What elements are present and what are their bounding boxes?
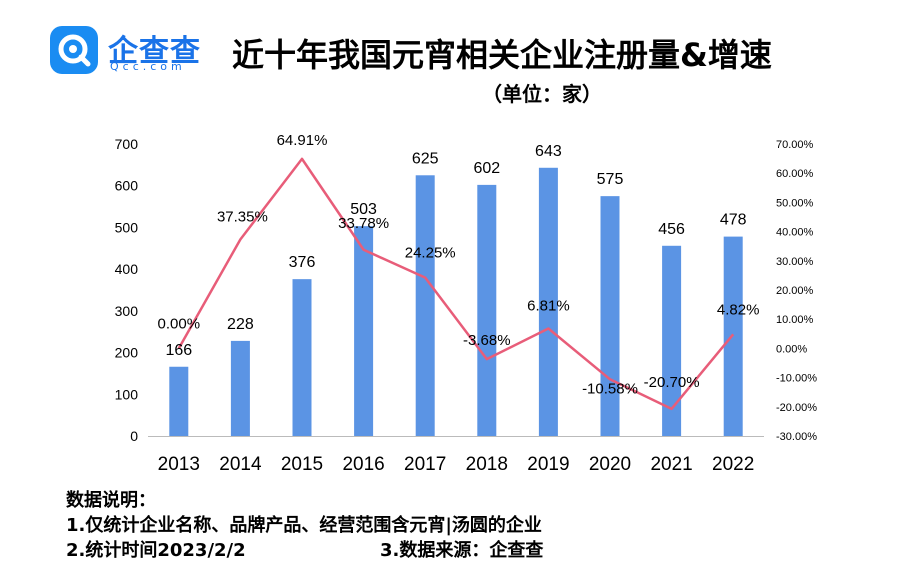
- bar: [415, 175, 435, 437]
- logo-subtext: Qcc.com: [110, 60, 186, 73]
- notes-line-2: 2.统计时间2023/2/2: [66, 540, 246, 561]
- line-value-label: 64.91%: [277, 132, 328, 149]
- line-value-label: -20.70%: [644, 374, 700, 391]
- line-value-label: 6.81%: [527, 298, 570, 315]
- y-left-tick-label: 400: [115, 261, 139, 277]
- y-left-tick-label: 300: [115, 303, 139, 319]
- y-right-tick-label: -10.00%: [776, 373, 817, 385]
- x-tick-label: 2022: [712, 454, 754, 475]
- bar: [230, 340, 250, 436]
- line-value-label: -10.58%: [582, 380, 638, 397]
- y-right-tick-label: 0.00%: [776, 343, 807, 355]
- y-right-tick-label: 10.00%: [776, 314, 814, 326]
- bar: [538, 167, 558, 436]
- y-right-tick-label: 60.00%: [776, 168, 814, 180]
- chart-title: 近十年我国元宵相关企业注册量&增速: [232, 36, 772, 74]
- x-tick-label: 2016: [342, 454, 384, 475]
- x-tick-label: 2020: [589, 454, 631, 475]
- x-tick-label: 2018: [466, 454, 508, 475]
- bar-value-label: 503: [350, 201, 377, 218]
- growth-line: [177, 157, 735, 411]
- y-left-tick-label: 200: [115, 345, 139, 361]
- bar-value-label: 575: [597, 171, 624, 188]
- line-value-label: 4.82%: [717, 301, 760, 318]
- bar: [600, 196, 620, 436]
- x-tick-label: 2015: [281, 454, 323, 475]
- x-tick-label: 2019: [527, 454, 569, 475]
- y-left-tick-label: 700: [115, 136, 139, 152]
- y-right-tick-label: -30.00%: [776, 431, 817, 443]
- bar-value-label: 478: [720, 212, 747, 229]
- y-left-tick-label: 100: [115, 386, 139, 402]
- x-tick-label: 2021: [650, 454, 692, 475]
- y-left-tick-label: 500: [115, 219, 139, 235]
- bar: [354, 226, 374, 436]
- bar-value-label: 625: [412, 150, 439, 167]
- bar-value-label: 166: [165, 342, 192, 359]
- y-left-tick-label: 600: [115, 178, 139, 194]
- y-right-tick-label: -20.00%: [776, 402, 817, 414]
- line-value-label: 37.35%: [217, 208, 268, 225]
- logo-text: 企查查: [108, 34, 201, 69]
- bar: [292, 279, 312, 436]
- bar: [662, 245, 682, 436]
- y-right-tick-label: 30.00%: [776, 256, 814, 268]
- data-notes: 数据说明： 1.仅统计企业名称、品牌产品、经营范围含元宵|汤圆的企业 2.统计时…: [66, 488, 544, 563]
- y-right-tick-label: 20.00%: [776, 285, 814, 297]
- x-tick-label: 2014: [219, 454, 262, 475]
- y-right-tick-label: 40.00%: [776, 227, 814, 239]
- x-tick-label: 2017: [404, 454, 446, 475]
- y-right-tick-label: 50.00%: [776, 197, 814, 209]
- x-tick-label: 2013: [158, 454, 200, 475]
- y-left-tick-label: 0: [130, 428, 138, 444]
- bar-value-label: 456: [658, 221, 685, 238]
- unit-label: （单位：家）: [482, 82, 602, 106]
- line-value-label: 0.00%: [158, 315, 201, 332]
- bar-value-label: 228: [227, 316, 254, 333]
- line-value-label: -3.68%: [463, 332, 511, 349]
- bar-value-label: 643: [535, 143, 562, 160]
- qcc-logo: 企查查 Qcc.com: [50, 26, 220, 76]
- bar: [723, 236, 743, 436]
- line-value-label: 33.78%: [338, 215, 389, 232]
- bar: [169, 366, 189, 436]
- notes-line-3: 3.数据来源：企查查: [380, 540, 544, 561]
- y-right-tick-label: 70.00%: [776, 139, 814, 151]
- qcc-logo-icon: [50, 26, 98, 74]
- bar: [477, 184, 497, 436]
- bar-value-label: 376: [289, 254, 316, 271]
- notes-line-1: 1.仅统计企业名称、品牌产品、经营范围含元宵|汤圆的企业: [66, 515, 542, 536]
- notes-heading: 数据说明：: [66, 490, 156, 511]
- line-value-label: 24.25%: [405, 245, 456, 262]
- bar-value-label: 602: [473, 160, 500, 177]
